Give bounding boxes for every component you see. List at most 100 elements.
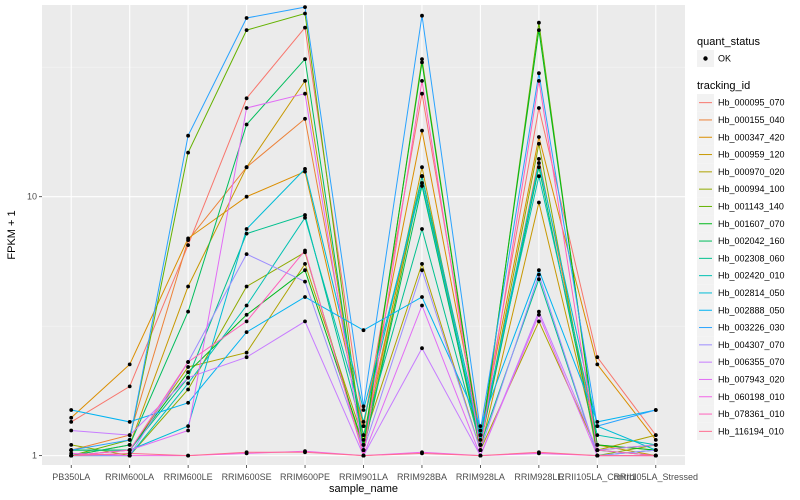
data-point-19-4 <box>303 450 307 455</box>
data-point-18-6 <box>420 79 424 83</box>
data-point-11-5 <box>361 408 366 412</box>
data-point-12-8 <box>537 268 541 273</box>
data-point-8-4 <box>303 57 307 61</box>
data-point-2-10 <box>653 438 658 442</box>
data-point-5-2 <box>186 387 191 392</box>
legend-label-1: Hb_000155_040 <box>718 115 785 125</box>
data-point-7-2 <box>186 370 191 375</box>
y-tick-label-1: 10 <box>27 192 37 202</box>
data-point-8-3 <box>244 122 249 127</box>
data-point-0-8 <box>537 106 541 110</box>
legend-label-11: Hb_002814_050 <box>718 288 785 298</box>
data-point-10-9 <box>595 433 600 437</box>
data-point-12-9 <box>595 420 600 424</box>
data-point-3-6 <box>420 165 424 170</box>
legend-label-7: Hb_001607_070 <box>718 219 785 229</box>
legend-label-3: Hb_000959_120 <box>718 150 785 160</box>
data-point-10-4 <box>303 215 307 220</box>
x-tick-label-10: RRII105LA_Stressed <box>613 472 698 482</box>
data-point-3-4 <box>303 79 307 83</box>
data-point-0-0 <box>69 420 74 424</box>
data-point-14-4 <box>303 279 307 284</box>
data-point-5-3 <box>244 284 249 289</box>
data-point-2-6 <box>420 128 424 133</box>
data-point-12-5 <box>361 328 366 333</box>
data-point-12-3 <box>244 330 249 334</box>
legend-label-9: Hb_002308_060 <box>718 253 785 263</box>
data-point-6-4 <box>303 11 307 16</box>
data-point-3-2 <box>186 284 191 289</box>
data-point-18-4 <box>303 248 307 253</box>
data-point-9-7 <box>478 443 483 447</box>
data-point-6-8 <box>537 20 541 25</box>
quant-legend-point <box>703 56 708 61</box>
data-point-13-5 <box>361 404 366 409</box>
data-point-8-1 <box>127 443 132 447</box>
data-point-2-1 <box>127 362 132 367</box>
data-point-11-7 <box>478 438 483 442</box>
data-point-11-3 <box>244 227 249 231</box>
data-point-12-4 <box>303 295 307 299</box>
data-point-15-10 <box>653 443 658 447</box>
data-point-13-4 <box>303 5 307 9</box>
tracking-legend-title: tracking_id <box>697 80 750 92</box>
x-tick-label-6: RRIM928BA <box>397 472 447 482</box>
legend-label-6: Hb_001143_140 <box>718 201 784 211</box>
data-point-11-6 <box>420 181 424 185</box>
data-point-9-3 <box>244 231 249 236</box>
data-point-14-3 <box>244 252 249 256</box>
data-point-14-10 <box>653 448 658 452</box>
data-point-2-5 <box>361 424 366 428</box>
data-point-19-10 <box>653 453 658 458</box>
data-point-16-6 <box>420 303 424 308</box>
data-point-6-3 <box>244 28 249 32</box>
data-point-0-1 <box>127 384 132 389</box>
data-point-10-5 <box>361 420 366 424</box>
x-tick-label-5: RRIM901LA <box>339 472 388 482</box>
data-point-4-6 <box>420 262 424 266</box>
data-point-7-3 <box>244 312 249 317</box>
data-point-19-2 <box>186 453 191 458</box>
data-point-15-8 <box>537 309 541 314</box>
data-point-13-3 <box>244 16 249 20</box>
data-point-12-6 <box>420 295 424 299</box>
legend-label-5: Hb_000994_100 <box>718 184 785 194</box>
legend-label-2: Hb_000347_420 <box>718 132 785 142</box>
legend-label-15: Hb_006355_070 <box>718 357 785 367</box>
y-axis: 1 10 <box>27 192 42 461</box>
data-point-18-9 <box>595 448 600 452</box>
data-point-6-2 <box>186 150 191 155</box>
data-point-9-8 <box>537 277 541 282</box>
data-point-12-7 <box>478 424 483 428</box>
x-tick-label-3: RRIM600SE <box>222 472 272 482</box>
quant-legend-title: quant_status <box>697 36 760 48</box>
data-point-13-8 <box>537 71 541 76</box>
data-point-1-4 <box>303 116 307 121</box>
data-point-16-4 <box>303 91 307 96</box>
data-point-18-7 <box>478 448 483 452</box>
data-point-14-5 <box>361 448 366 452</box>
data-point-4-8 <box>537 319 541 324</box>
legend-label-17: Hb_060198_010 <box>718 392 785 402</box>
data-point-2-3 <box>244 194 249 199</box>
data-point-7-4 <box>303 268 307 273</box>
legend-label-12: Hb_002888_050 <box>718 305 785 315</box>
data-point-2-0 <box>69 415 74 420</box>
data-point-10-6 <box>420 174 424 179</box>
data-point-13-2 <box>186 133 191 138</box>
data-point-13-10 <box>653 408 658 412</box>
data-point-8-8 <box>537 165 541 170</box>
data-point-5-0 <box>69 443 74 447</box>
data-point-4-2 <box>186 365 191 369</box>
data-point-2-9 <box>595 362 600 367</box>
data-point-5-8 <box>537 141 541 146</box>
data-point-7-9 <box>595 443 600 447</box>
data-point-13-7 <box>478 428 483 433</box>
data-point-10-7 <box>478 433 483 437</box>
legend-label-18: Hb_078361_010 <box>718 409 785 419</box>
data-point-0-9 <box>595 355 600 360</box>
data-point-19-5 <box>361 453 366 458</box>
data-point-15-2 <box>186 375 191 380</box>
data-point-19-1 <box>127 451 132 456</box>
